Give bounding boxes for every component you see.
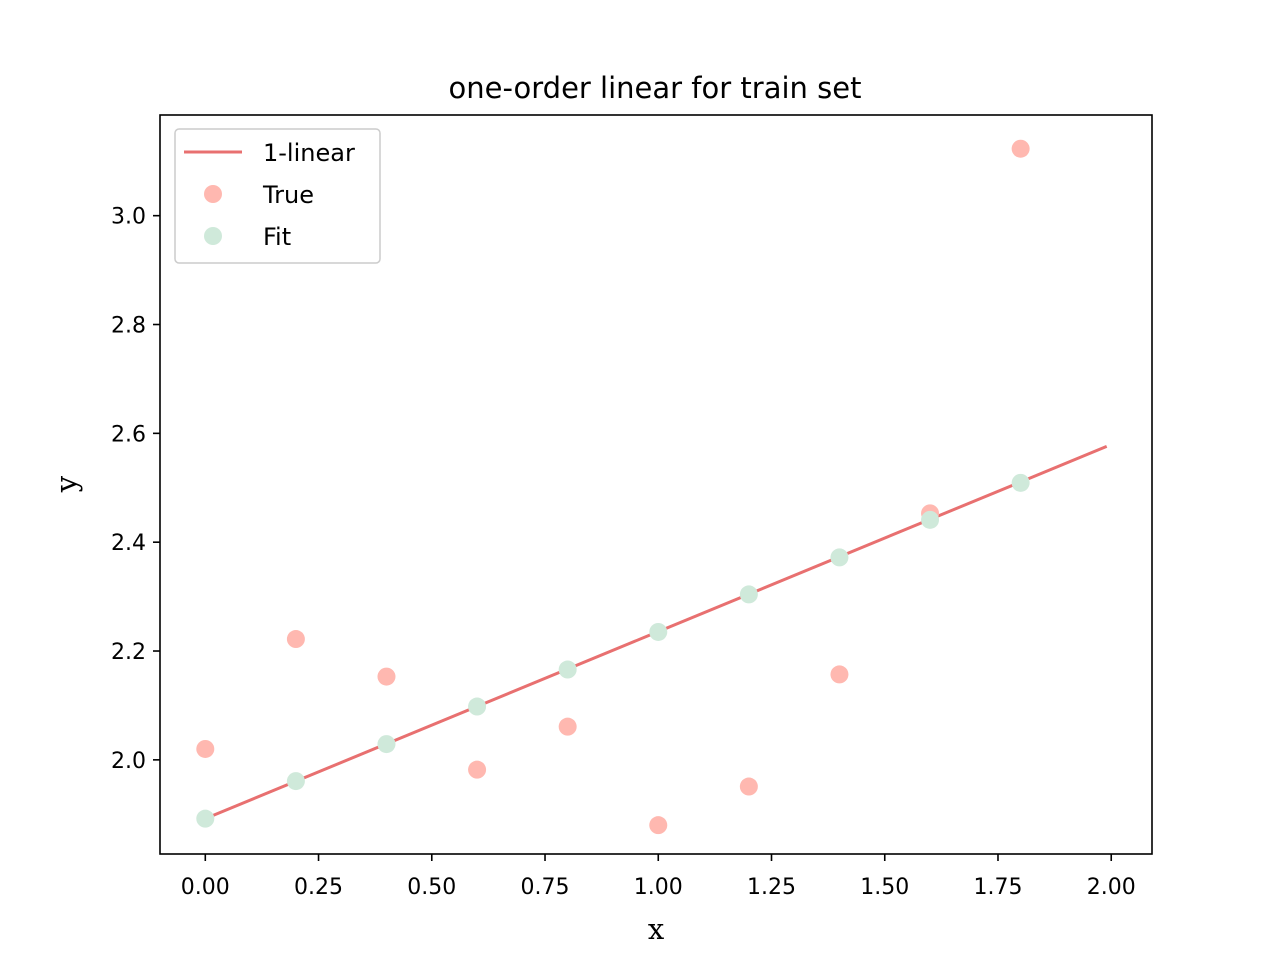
point-fit-4 (558, 660, 577, 679)
point-true-3 (468, 760, 487, 779)
point-true-7 (830, 665, 849, 684)
plot-frame (159, 114, 1153, 855)
y-tick-label: 2.8 (111, 314, 146, 339)
x-tick-label: 1.50 (860, 875, 909, 900)
point-true-4 (558, 717, 577, 736)
point-true-2 (377, 667, 396, 686)
x-tick-label: 2.00 (1087, 875, 1136, 900)
x-tick-label: 0.00 (181, 875, 230, 900)
point-true-5 (649, 816, 668, 835)
x-tick-label: 0.75 (521, 875, 570, 900)
legend-label-true: True (262, 181, 314, 209)
y-tick-label: 2.2 (111, 640, 146, 665)
legend-box (174, 128, 381, 264)
x-tick-label: 0.25 (294, 875, 343, 900)
y-tick-label: 2.6 (111, 422, 146, 447)
point-fit-3 (468, 697, 487, 716)
point-fit-2 (377, 735, 396, 754)
y-tick-label: 2.0 (111, 749, 146, 774)
plot-area (196, 139, 1108, 835)
chart-title: one-order linear for train set (449, 71, 862, 105)
legend: 1-linear True Fit (174, 128, 381, 264)
x-axis: 0.00 0.25 0.50 0.75 1.00 1.25 1.50 1.75 2.00 (181, 854, 1136, 900)
x-tick-label: 1.25 (747, 875, 796, 900)
series-fit (196, 473, 1030, 828)
y-tick-label: 3.0 (111, 205, 146, 230)
legend-swatch-true (204, 185, 222, 203)
x-axis-label: x (648, 912, 664, 946)
point-fit-1 (286, 772, 305, 791)
point-fit-5 (649, 622, 668, 641)
point-true-0 (196, 739, 215, 758)
y-axis: 2.0 2.2 2.4 2.6 2.8 3.0 (111, 205, 160, 774)
point-true-1 (286, 630, 305, 649)
point-fit-0 (196, 809, 215, 828)
point-true-9 (1011, 139, 1030, 158)
x-tick-label: 1.75 (973, 875, 1022, 900)
point-fit-7 (830, 548, 849, 567)
point-fit-6 (739, 585, 758, 604)
point-true-6 (739, 777, 758, 796)
x-tick-label: 0.50 (407, 875, 456, 900)
point-fit-9 (1011, 473, 1030, 492)
x-tick-label: 1.00 (634, 875, 683, 900)
y-tick-label: 2.4 (111, 531, 146, 556)
legend-swatch-fit (204, 227, 222, 245)
legend-label-fit: Fit (263, 223, 291, 251)
y-axis-label: y (49, 475, 83, 493)
legend-label-1-linear: 1-linear (263, 139, 355, 167)
point-fit-8 (921, 510, 940, 529)
